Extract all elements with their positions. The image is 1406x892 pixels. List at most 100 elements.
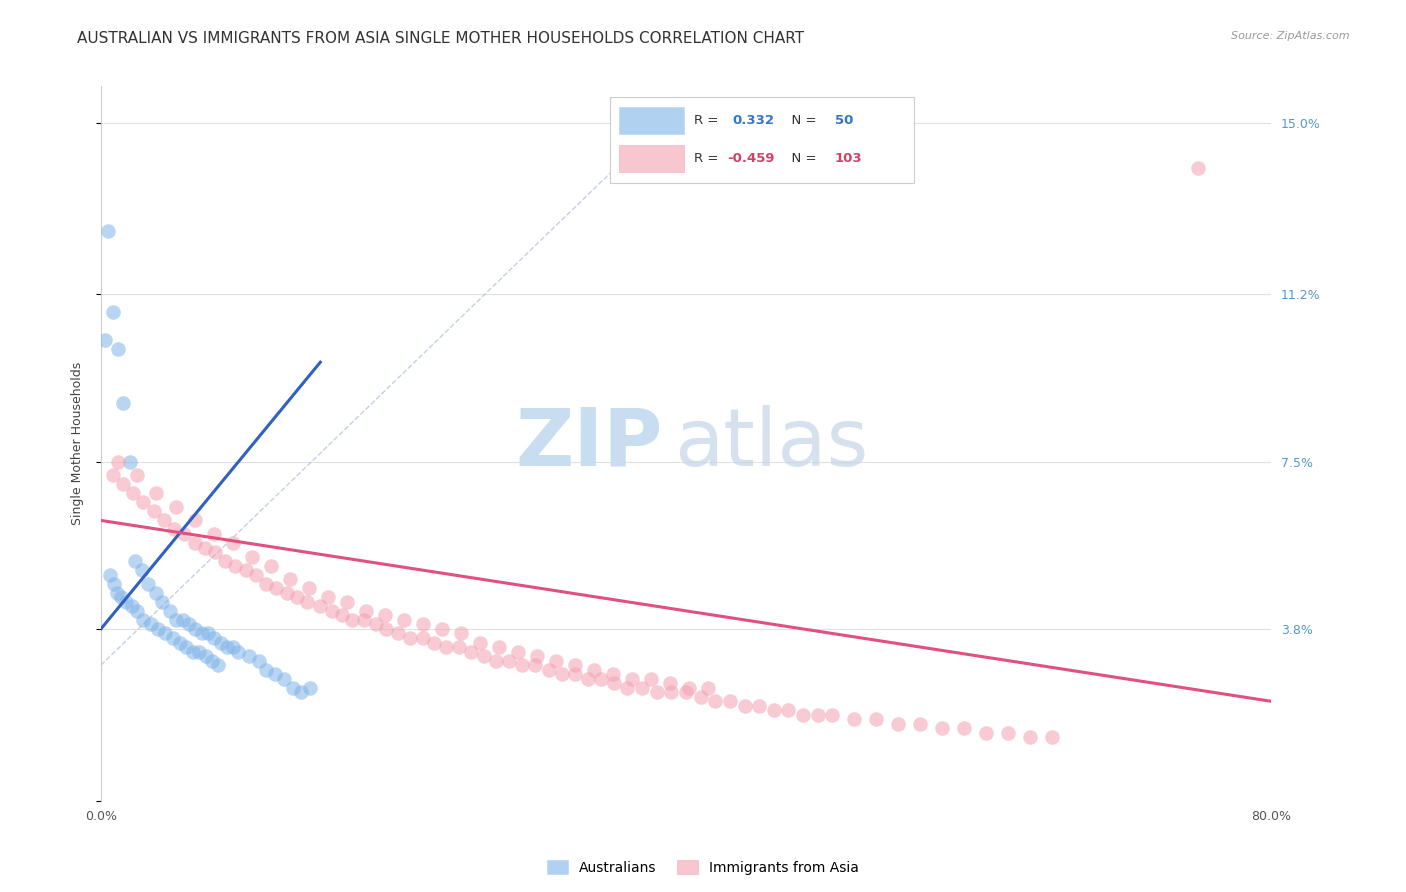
Point	[398, 631, 420, 645]
Point	[697, 681, 720, 695]
Point	[931, 722, 953, 736]
Point	[103, 576, 125, 591]
FancyBboxPatch shape	[619, 107, 683, 134]
Point	[172, 613, 194, 627]
Point	[122, 486, 145, 500]
Point	[564, 667, 586, 681]
Point	[132, 613, 155, 627]
Point	[506, 644, 529, 658]
Point	[111, 477, 134, 491]
Point	[191, 626, 214, 640]
Point	[844, 712, 866, 726]
Y-axis label: Single Mother Households: Single Mother Households	[72, 362, 84, 525]
Point	[195, 649, 218, 664]
Point	[264, 667, 287, 681]
Point	[214, 554, 236, 568]
Point	[221, 536, 243, 550]
Point	[392, 613, 415, 627]
Point	[661, 685, 683, 699]
Point	[127, 604, 149, 618]
Point	[675, 685, 697, 699]
Point	[908, 717, 931, 731]
Point	[678, 681, 700, 695]
Point	[187, 644, 209, 658]
Point	[276, 586, 298, 600]
Point	[364, 617, 387, 632]
Point	[145, 586, 167, 600]
Point	[704, 694, 727, 708]
Point	[194, 541, 217, 555]
Point	[524, 658, 547, 673]
Point	[887, 717, 910, 731]
Point	[150, 595, 173, 609]
Text: N =: N =	[783, 114, 821, 128]
Point	[342, 613, 364, 627]
Point	[107, 342, 129, 356]
Point	[254, 576, 277, 591]
Point	[169, 635, 191, 649]
Point	[412, 631, 434, 645]
Point	[299, 681, 322, 695]
Point	[645, 685, 668, 699]
Point	[354, 604, 377, 618]
Point	[215, 640, 238, 654]
Text: R =: R =	[695, 152, 723, 165]
Point	[285, 591, 308, 605]
Point	[974, 726, 997, 740]
Point	[689, 690, 711, 704]
Point	[640, 672, 662, 686]
Point	[602, 667, 624, 681]
Text: 50: 50	[835, 114, 853, 128]
Point	[153, 513, 176, 527]
Point	[235, 563, 257, 577]
Point	[718, 694, 741, 708]
Point	[387, 626, 409, 640]
Point	[460, 644, 482, 658]
Point	[183, 622, 205, 636]
Point	[142, 504, 165, 518]
Point	[98, 567, 121, 582]
Point	[173, 527, 195, 541]
Point	[247, 654, 270, 668]
Point	[778, 703, 800, 717]
Point	[204, 545, 226, 559]
Point	[434, 640, 457, 654]
Point	[165, 500, 187, 514]
Text: atlas: atlas	[675, 405, 869, 483]
Point	[240, 549, 263, 564]
Point	[295, 595, 318, 609]
Point	[124, 554, 146, 568]
Point	[139, 617, 162, 632]
Point	[202, 527, 225, 541]
Point	[145, 486, 167, 500]
Point	[177, 617, 200, 632]
Point	[620, 672, 643, 686]
Point	[181, 644, 204, 658]
Point	[202, 631, 225, 645]
Point	[762, 703, 785, 717]
Point	[485, 654, 508, 668]
Point	[209, 635, 232, 649]
Point	[132, 495, 155, 509]
Point	[488, 640, 510, 654]
Point	[807, 707, 830, 722]
Point	[131, 563, 153, 577]
Point	[1187, 161, 1209, 175]
Point	[183, 513, 205, 527]
Point	[221, 640, 243, 654]
Point	[120, 455, 142, 469]
Point	[105, 586, 128, 600]
Point	[564, 658, 586, 673]
Point	[375, 622, 398, 636]
Point	[792, 707, 814, 722]
Point	[278, 572, 301, 586]
Point	[162, 631, 184, 645]
Point	[330, 608, 353, 623]
FancyBboxPatch shape	[610, 97, 914, 183]
Point	[449, 640, 471, 654]
Point	[101, 468, 124, 483]
Point	[550, 667, 572, 681]
Point	[1018, 731, 1040, 745]
Point	[273, 672, 295, 686]
Point	[309, 599, 332, 614]
